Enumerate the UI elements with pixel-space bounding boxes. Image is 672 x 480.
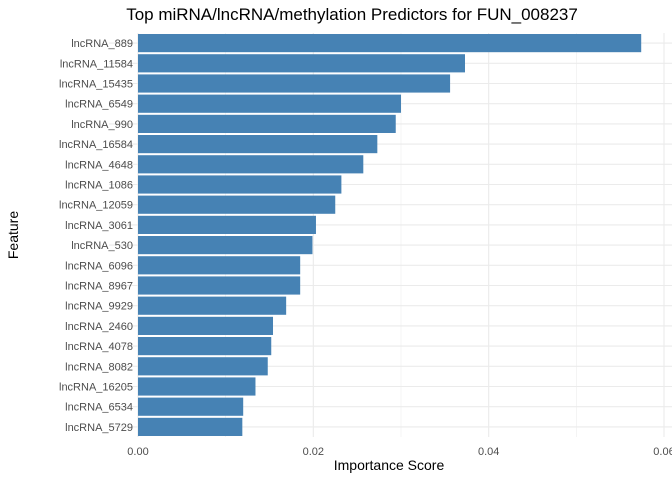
bar-lncRNA_990: [138, 114, 396, 133]
y-tick-label: lncRNA_15435: [59, 79, 133, 91]
y-tick-label: lncRNA_1086: [65, 180, 133, 192]
bar-lncRNA_3061: [138, 215, 316, 234]
chart-title: Top miRNA/lncRNA/methylation Predictors …: [126, 5, 578, 24]
y-tick-label: lncRNA_3061: [65, 220, 133, 232]
x-tick-label: 0.04: [478, 446, 499, 458]
y-tick-label: lncRNA_8967: [65, 281, 133, 293]
bar-lncRNA_4648: [138, 155, 364, 174]
y-tick-label: lncRNA_4078: [65, 341, 133, 353]
bar-lncRNA_6534: [138, 397, 244, 416]
y-tick-label: lncRNA_11584: [60, 58, 133, 70]
bar-lncRNA_16584: [138, 135, 378, 154]
x-tick-labels: 0.00 0.02 0.04 0.06: [127, 446, 672, 458]
bar-lncRNA_16205: [138, 377, 256, 396]
x-tick-label: 0.06: [653, 446, 672, 458]
y-tick-label: lncRNA_9929: [65, 301, 133, 313]
y-tick-label: lncRNA_6534: [65, 402, 133, 414]
bar-layer: [138, 34, 642, 436]
bar-lncRNA_6096: [138, 256, 301, 275]
y-tick-label: lncRNA_5729: [65, 422, 133, 434]
y-tick-label: lncRNA_889: [71, 38, 133, 50]
bar-lncRNA_11584: [138, 54, 465, 73]
bar-lncRNA_8967: [138, 276, 301, 295]
grid-layer: [109, 33, 672, 437]
y-tick-label: lncRNA_6096: [65, 260, 133, 272]
y-tick-labels: lncRNA_889 lncRNA_11584 lncRNA_15435 lncRNA…: [59, 38, 133, 434]
bar-lncRNA_15435: [138, 74, 451, 93]
y-tick-label: lncRNA_16205: [59, 382, 133, 394]
x-axis-title: Importance Score: [334, 457, 445, 473]
bar-lncRNA_530: [138, 236, 313, 255]
bar-lncRNA_889: [138, 34, 642, 53]
y-tick-label: lncRNA_16584: [59, 139, 133, 151]
y-axis-title: Feature: [5, 211, 21, 259]
y-tick-label: lncRNA_4648: [65, 159, 133, 171]
bar-lncRNA_6549: [138, 94, 401, 113]
y-tick-label: lncRNA_8082: [65, 361, 133, 373]
bar-lncRNA_2460: [138, 316, 274, 335]
y-tick-label: lncRNA_12059: [59, 200, 133, 212]
bar-lncRNA_1086: [138, 175, 342, 194]
y-tick-label: lncRNA_530: [71, 240, 133, 252]
bar-lncRNA_5729: [138, 417, 243, 436]
y-tick-label: lncRNA_2460: [65, 321, 133, 333]
y-tick-label: lncRNA_6549: [65, 99, 133, 111]
y-tick-label: lncRNA_990: [71, 119, 133, 131]
bar-lncRNA_8082: [138, 357, 268, 376]
x-tick-label: 0.00: [127, 446, 148, 458]
x-tick-label: 0.02: [303, 446, 324, 458]
bar-lncRNA_12059: [138, 195, 336, 214]
bar-lncRNA_9929: [138, 296, 287, 315]
bar-lncRNA_4078: [138, 337, 272, 356]
